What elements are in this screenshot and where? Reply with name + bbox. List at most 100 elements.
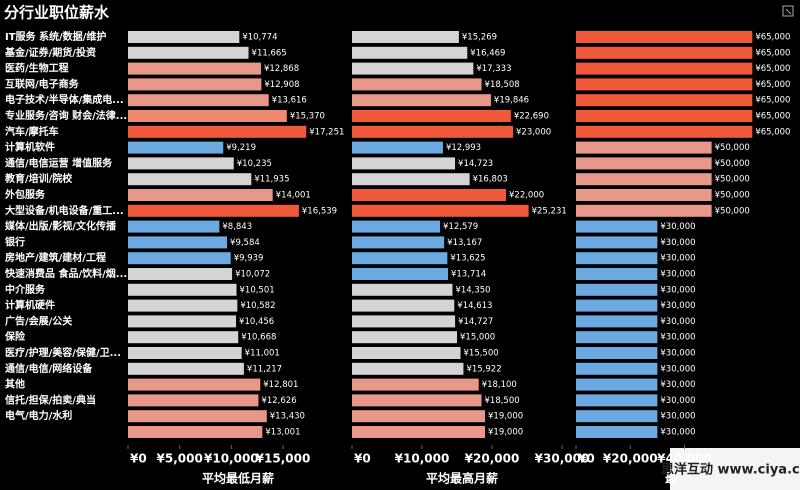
bar [128,347,242,359]
value-label: ¥13,430 [270,412,305,422]
category-label: 快速消费品 食品/饮料/烟... [4,267,127,280]
bar [352,204,529,217]
bar [352,362,464,375]
x-tick-label: ¥20,000 [603,452,658,466]
bar [576,125,753,138]
category-label: 电子技术/半导体/集成电... [5,93,124,106]
category-label: 房地产/建筑/建材/工程 [5,251,106,264]
category-label: 电气/电力/水利 [5,409,72,422]
bar [352,220,441,233]
chart-title: 分行业职位薪水 [4,4,110,22]
bar [352,78,482,91]
category-label: 专业服务/咨询 财会/法律... [5,109,127,122]
value-label: ¥13,714 [451,270,486,280]
category-label: 基金/证券/期货/投资 [4,46,96,59]
value-label: ¥30,000 [660,380,695,390]
bar [576,204,712,217]
axis-title: 平均最低月薪 [202,471,274,486]
bar [576,283,658,296]
bar [576,220,658,233]
bar [128,394,259,407]
bar [352,268,448,280]
value-label: ¥14,727 [458,317,493,327]
bar [352,394,482,407]
value-label: ¥12,868 [264,64,299,74]
value-label: ¥30,000 [660,333,695,343]
bar [576,141,712,154]
bar [128,78,262,91]
value-label: ¥12,801 [263,380,298,390]
category-label: 医药/生物工程 [5,62,69,75]
value-label: ¥11,001 [245,349,280,359]
x-tick-label: ¥15,000 [256,452,311,466]
value-label: ¥11,665 [252,48,287,58]
bar [352,378,479,391]
value-label: ¥15,922 [466,364,501,374]
bar [576,189,712,201]
value-label: ¥14,723 [458,159,493,169]
bar [128,315,237,328]
bar [352,236,445,249]
bar [128,426,263,438]
category-label: 计算机硬件 [5,299,55,312]
value-label: ¥10,582 [240,301,275,311]
bar [128,283,237,296]
value-label: ¥16,803 [473,175,508,185]
category-label: 广告/会展/公关 [5,314,72,327]
bar [128,252,231,265]
value-label: ¥15,269 [462,33,497,43]
value-label: ¥9,219 [226,143,256,153]
bar [576,426,658,438]
value-label: ¥10,072 [235,270,270,280]
expand-icon[interactable] [782,5,794,17]
bar [576,46,753,59]
bar [576,347,658,359]
bar [576,157,712,170]
value-label: ¥13,625 [450,254,485,264]
value-label: ¥19,846 [494,96,529,106]
value-label: ¥30,000 [660,222,695,232]
value-label: ¥30,000 [660,238,695,248]
bar [576,94,753,107]
category-label: 医疗/护理/美容/保健/卫... [5,346,121,359]
bar [352,125,513,138]
value-label: ¥30,000 [660,396,695,406]
bar [128,46,249,59]
value-label: ¥18,100 [482,380,517,390]
value-label: ¥13,616 [272,96,307,106]
category-label: 通信/电信运营 增值服务 [5,156,113,169]
bar [128,62,261,75]
bar [128,94,269,107]
value-label: ¥15,500 [464,349,499,359]
category-label: 通信/电信/网络设备 [5,362,93,375]
value-label: ¥30,000 [660,317,695,327]
bar [576,410,658,423]
bar [352,331,457,344]
x-tick-label: ¥10,000 [204,452,259,466]
bar [352,299,455,312]
value-label: ¥9,939 [234,254,264,264]
value-label: ¥16,539 [302,206,337,216]
category-label: 计算机软件 [5,141,55,154]
bar [576,299,658,312]
bar [352,347,461,359]
bar [576,62,753,75]
value-label: ¥30,000 [660,270,695,280]
category-label: 中介服务 [5,283,46,296]
value-label: ¥18,508 [485,80,520,90]
bar [352,252,448,265]
value-label: ¥22,000 [509,191,544,201]
value-label: ¥12,993 [446,143,481,153]
bar [128,236,228,249]
value-label: ¥65,000 [755,96,790,106]
category-label: 大型设备/机电设备/重工... [5,204,124,217]
value-label: ¥13,001 [265,428,300,438]
x-tick-label: ¥0 [578,452,595,466]
value-label: ¥19,000 [488,428,523,438]
category-label: 外包服务 [4,188,46,201]
value-label: ¥11,935 [254,175,289,185]
x-tick-label: ¥10,000 [395,452,450,466]
value-label: ¥50,000 [715,159,750,169]
bar [576,394,658,407]
